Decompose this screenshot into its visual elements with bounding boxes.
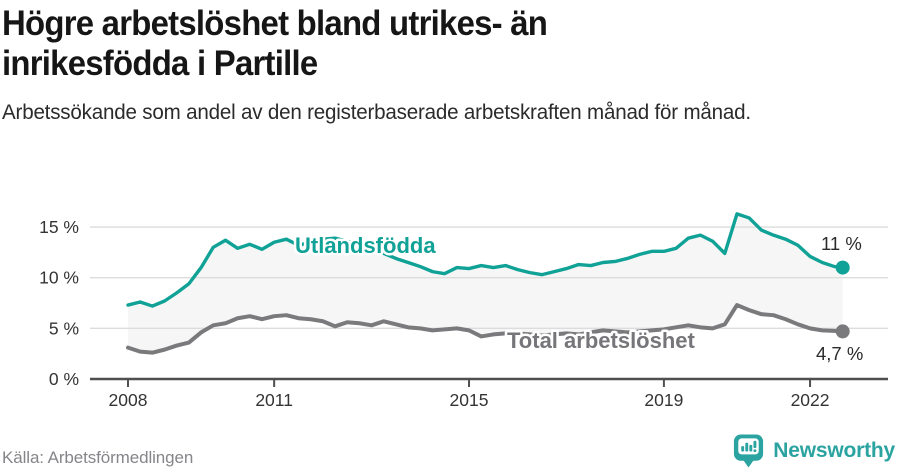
x-tick-label-2022: 2022 (791, 390, 830, 410)
band-layer (128, 213, 843, 353)
y-tick-label-0: 0 % (49, 369, 79, 389)
x-tick-label-2008: 2008 (109, 390, 148, 410)
end-value-label-total: 4,7 % (816, 343, 863, 364)
series-label-utlandsfodda: Utlandsfödda (295, 233, 436, 258)
grid-layer: 0 % 5 % 10 % 15 % (39, 217, 888, 389)
x-tick-label-2015: 2015 (450, 390, 489, 410)
series-layer (126, 212, 850, 355)
utlandsfodda-line (126, 212, 845, 308)
x-tick-label-2011: 2011 (255, 390, 293, 410)
chart-title: Högre arbetslöshet bland utrikes- än inr… (2, 4, 548, 83)
y-tick-label-5: 5 % (49, 318, 79, 338)
newsworthy-logo: Newsworthy (731, 433, 895, 469)
total-arbetsloshet-end-dot (835, 324, 850, 339)
chart-subtitle: Arbetssökande som andel av den registerb… (2, 101, 751, 124)
total-arbetsloshet-line (126, 303, 845, 355)
y-tick-label-15: 15 % (39, 217, 79, 237)
bar-chart-speech-bubble-icon (734, 434, 764, 468)
axis-layer: 2008 2011 2015 2019 2022 (90, 377, 888, 410)
source-credit: Källa: Arbetsförmedlingen (2, 448, 194, 467)
area-between-series (128, 213, 843, 353)
end-value-label-utlandsfodda: 11 % (821, 233, 862, 254)
series-label-total-arbetsloshet: Total arbetslöshet (507, 328, 696, 353)
y-tick-label-10: 10 % (39, 268, 79, 288)
x-tick-label-2019: 2019 (644, 390, 683, 410)
utlandsfodda-end-dot (835, 260, 850, 275)
newsworthy-wordmark: Newsworthy (773, 439, 895, 462)
